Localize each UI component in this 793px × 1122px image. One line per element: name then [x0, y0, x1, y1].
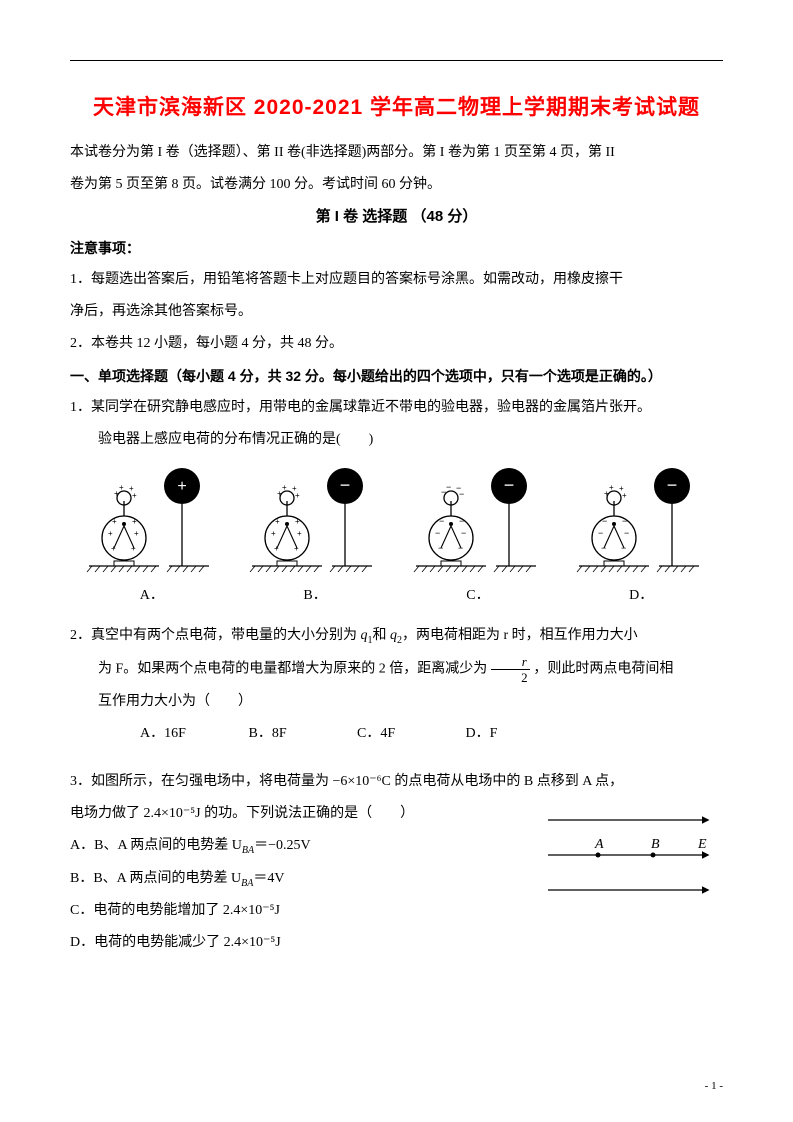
page-number: - 1 - [705, 1080, 723, 1092]
q2-line1: 2．真空中有两个点电荷，带电量的大小分别为 q1和 q2，两电荷相距为 r 时，… [70, 622, 723, 651]
svg-text:+: + [132, 491, 137, 500]
svg-text:−: − [461, 528, 466, 538]
svg-text:−: − [667, 475, 678, 495]
svg-text:−: − [438, 543, 443, 553]
intro-line-2: 卷为第 5 页至第 8 页。试卷满分 100 分。考试时间 60 分钟。 [70, 171, 723, 199]
electroscope-diagram-b: ++++ ++ ++ ++ − [247, 466, 382, 574]
intro-line-1: 本试卷分为第 I 卷（选择题）、第 II 卷(非选择题)两部分。第 I 卷为第 … [70, 139, 723, 167]
q3-b-pre: B．B、A 两点间的电势差 U [70, 871, 241, 886]
q1-fig-b: ++++ ++ ++ ++ − [247, 466, 382, 578]
q2-line2: 为 F。如果两个点电荷的电量都增大为原来的 2 倍，距离减少为 r 2 ，则此时… [70, 655, 723, 684]
svg-text:+: + [282, 483, 287, 492]
q3-a-tail: ＝−0.25V [254, 838, 311, 853]
q2-opt-b: B．8F [249, 720, 354, 748]
svg-text:+: + [134, 529, 139, 538]
notice-1b: 净后，再选涂其他答案标号。 [70, 298, 723, 326]
top-rule [70, 60, 723, 61]
svg-text:−: − [458, 543, 463, 553]
q3-figure: A B E [533, 800, 723, 915]
svg-text:−: − [446, 482, 451, 492]
svg-text:+: + [177, 478, 186, 495]
svg-text:−: − [439, 516, 444, 526]
svg-text:+: + [131, 544, 136, 553]
label-A: A [594, 837, 604, 852]
q1-fig-d: ++++ −− −− −− − [574, 466, 709, 578]
q3-opt-c: C．电荷的电势能增加了 2.4×10⁻⁵J [70, 897, 513, 925]
notice-1: 1．每题选出答案后，用铅笔将答题卡上对应题目的答案标号涂黑。如需改动，用橡皮擦干 [70, 266, 723, 294]
q1-fig-a: ++++ ++ ++ ++ + [84, 466, 219, 578]
svg-text:+: + [112, 517, 117, 526]
label-B: B [651, 837, 660, 852]
q2-opt-c: C．4F [357, 720, 462, 748]
q2-pre: 2．真空中有两个点电荷，带电量的大小分别为 [70, 628, 361, 643]
q3-opt-a: A．B、A 两点间的电势差 UBA＝−0.25V [70, 832, 513, 861]
q1-label-a: A． [140, 584, 164, 604]
svg-text:−: − [601, 543, 606, 553]
q3-line1: 3．如图所示，在匀强电场中，将电荷量为 −6×10⁻⁶C 的点电荷从电场中的 B… [70, 768, 723, 796]
electroscope-diagram-c: −−−− −− −− −− − [411, 466, 546, 574]
page-title: 天津市滨海新区 2020-2021 学年高二物理上学期期末考试试题 [70, 91, 723, 121]
notice-2: 2．本卷共 12 小题，每小题 4 分，共 48 分。 [70, 330, 723, 358]
q1-label-c: C． [466, 584, 489, 604]
q1-label-b: B． [303, 584, 326, 604]
fraction-r-over-2: r 2 [491, 655, 530, 684]
svg-text:−: − [459, 516, 464, 526]
svg-text:+: + [274, 544, 279, 553]
q2-mid1: 和 [373, 628, 391, 643]
svg-text:+: + [295, 517, 300, 526]
q1-line2: 验电器上感应电荷的分布情况正确的是( ) [70, 426, 723, 454]
svg-text:+: + [111, 544, 116, 553]
q3-b-tail: ＝4V [253, 871, 284, 886]
q2-q1: q [361, 628, 368, 643]
svg-text:+: + [271, 529, 276, 538]
q1-label-d: D． [629, 584, 653, 604]
q2-frac-num: r [522, 654, 527, 669]
svg-text:+: + [295, 491, 300, 500]
q1-label-row: A． B． C． D． [70, 584, 723, 604]
q3-a-sub: BA [242, 845, 254, 856]
section-1-heading: 一、单项选择题（每小题 4 分，共 32 分。每小题给出的四个选项中，只有一个选… [70, 362, 723, 390]
svg-text:−: − [624, 528, 629, 538]
svg-text:+: + [622, 491, 627, 500]
q2-q2: q [390, 628, 397, 643]
q2-line3: 互作用力大小为（ ） [70, 688, 723, 716]
electroscope-diagram-a: ++++ ++ ++ ++ + [84, 466, 219, 574]
q3-b-sub: BA [241, 877, 253, 888]
q2-options: A．16F B．8F C．4F D．F [70, 720, 723, 748]
svg-text:+: + [108, 529, 113, 538]
svg-text:+: + [132, 517, 137, 526]
electroscope-diagram-d: ++++ −− −− −− − [574, 466, 709, 574]
q3-line2: 电场力做了 2.4×10⁻⁵J 的功。下列说法正确的是（ ） [70, 800, 513, 828]
q1-line1: 1．某同学在研究静电感应时，用带电的金属球靠近不带电的验电器，验电器的金属箔片张… [70, 394, 723, 422]
q2-frac-den: 2 [491, 670, 530, 684]
q1-figure-row: + + + + + + + + + + + [70, 466, 723, 578]
svg-text:−: − [598, 528, 603, 538]
svg-text:+: + [294, 544, 299, 553]
q2-mid2: ，两电荷相距为 r 时，相互作用力大小 [402, 628, 638, 643]
svg-text:−: − [340, 475, 351, 495]
q3-opt-b: B．B、A 两点间的电势差 UBA＝4V [70, 865, 513, 894]
svg-text:−: − [459, 489, 464, 499]
svg-text:+: + [275, 517, 280, 526]
part1-heading: 第 I 卷 选择题 （48 分） [70, 205, 723, 226]
svg-text:+: + [297, 529, 302, 538]
label-E: E [697, 837, 707, 852]
field-diagram: A B E [533, 800, 723, 910]
notice-heading: 注意事项： [70, 234, 723, 262]
q2-line2a: 为 F。如果两个点电荷的电量都增大为原来的 2 倍，距离减少为 [98, 662, 487, 677]
q1-fig-c: −−−− −− −− −− − [411, 466, 546, 578]
q2-opt-d: D．F [466, 720, 571, 748]
q2-line2b: ，则此时两点电荷间相 [533, 662, 673, 677]
svg-text:−: − [503, 475, 514, 495]
svg-text:−: − [621, 543, 626, 553]
q3-a-pre: A．B、A 两点间的电势差 U [70, 838, 242, 853]
q3-opt-d: D．电荷的电势能减少了 2.4×10⁻⁵J [70, 929, 513, 957]
q2-opt-a: A．16F [140, 720, 245, 748]
svg-text:+: + [119, 483, 124, 492]
svg-text:−: − [622, 516, 627, 526]
svg-text:+: + [609, 483, 614, 492]
svg-text:−: − [435, 528, 440, 538]
svg-text:−: − [602, 516, 607, 526]
